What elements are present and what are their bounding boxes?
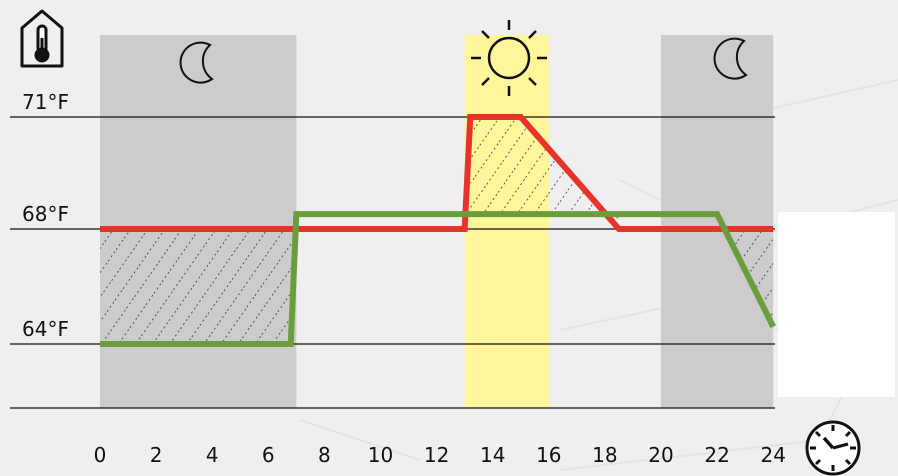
series-lines xyxy=(100,114,776,347)
x-tick-5: 10 xyxy=(368,443,393,467)
hatch-area-midday xyxy=(470,117,619,229)
overlay-panel xyxy=(778,212,895,397)
x-tick-4: 8 xyxy=(318,443,331,467)
sun-band-1 xyxy=(464,35,549,408)
x-tick-12: 24 xyxy=(760,443,785,467)
hatch-area-night-morning xyxy=(100,229,293,344)
house-thermometer-icon xyxy=(20,9,64,68)
x-tick-6: 12 xyxy=(424,443,449,467)
x-tick-11: 22 xyxy=(704,443,729,467)
time-bands xyxy=(100,35,774,408)
sun-icon xyxy=(471,20,547,96)
x-tick-8: 16 xyxy=(536,443,561,467)
y-axis-labels: 71°F 68°F 64°F xyxy=(22,90,69,341)
x-tick-9: 18 xyxy=(592,443,617,467)
moon-icon xyxy=(713,37,748,80)
moon-icon xyxy=(179,41,214,84)
night-band-0 xyxy=(100,35,297,408)
x-tick-1: 2 xyxy=(150,443,163,467)
x-tick-2: 4 xyxy=(206,443,219,467)
x-axis-ticks: 0 2 4 6 8 10 12 14 16 18 20 22 24 xyxy=(94,443,786,467)
x-tick-10: 20 xyxy=(648,443,673,467)
x-tick-7: 14 xyxy=(480,443,505,467)
series-line-0 xyxy=(100,114,774,232)
y-label-2: 64°F xyxy=(22,317,69,341)
y-label-0: 71°F xyxy=(22,90,69,114)
x-tick-3: 6 xyxy=(262,443,275,467)
clock-icon xyxy=(805,420,861,476)
series-line-1 xyxy=(100,211,776,347)
x-tick-0: 0 xyxy=(94,443,107,467)
y-label-1: 68°F xyxy=(22,202,69,226)
